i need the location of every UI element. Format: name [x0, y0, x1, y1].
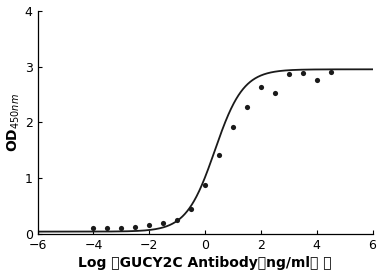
Y-axis label: OD$_{450nm}$: OD$_{450nm}$	[6, 93, 22, 152]
Point	[258, 85, 264, 89]
Point	[91, 225, 97, 230]
Point	[272, 91, 278, 95]
Point	[230, 125, 236, 129]
Point	[202, 183, 208, 187]
Point	[146, 223, 152, 227]
Point	[132, 224, 138, 229]
Point	[314, 78, 320, 82]
Point	[160, 221, 166, 225]
X-axis label: Log （GUCY2C Antibody（ng/ml） ）: Log （GUCY2C Antibody（ng/ml） ）	[78, 256, 332, 270]
Point	[286, 72, 292, 76]
Point	[104, 226, 110, 230]
Point	[188, 207, 194, 211]
Point	[299, 71, 306, 75]
Point	[328, 70, 334, 74]
Point	[244, 105, 250, 110]
Point	[216, 153, 222, 157]
Point	[174, 218, 180, 223]
Point	[118, 225, 125, 230]
